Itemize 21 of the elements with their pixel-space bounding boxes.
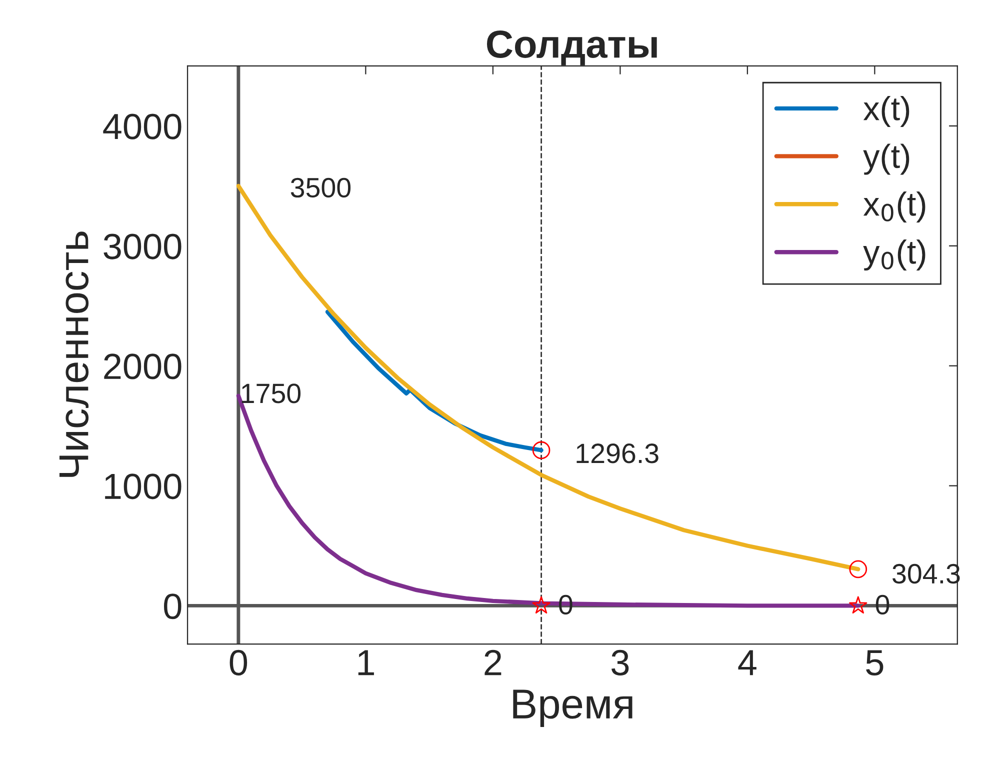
legend-label: y(t) xyxy=(863,144,910,175)
legend-label: x(t) xyxy=(863,96,910,128)
x-tick-label: 2 xyxy=(484,650,502,676)
y-tick-label: 1000 xyxy=(105,474,182,500)
x-tick-label: 1 xyxy=(358,650,374,676)
x-tick-label: 4 xyxy=(738,650,756,676)
y-tick-label: 3000 xyxy=(104,234,182,260)
x-tick-label: 0 xyxy=(230,650,248,676)
x-tick-label: 3 xyxy=(612,650,629,676)
x-axis-title: Время xyxy=(513,690,632,727)
y-tick-label: 2000 xyxy=(104,354,182,380)
annotation: 3500 xyxy=(290,178,351,198)
y-axis-title: Численность xyxy=(59,232,89,477)
y-tick-label: 4000 xyxy=(103,114,182,140)
annotation: 1750 xyxy=(242,384,301,404)
chart-title: Солдаты xyxy=(486,30,657,66)
annotation: 1296.3 xyxy=(576,444,658,464)
legend-label: x$_{0}$(t) xyxy=(863,191,926,222)
y-tick-label: 0 xyxy=(164,594,182,620)
legend-label: y$_{0}$(t) xyxy=(863,239,926,271)
x-tick-label: 5 xyxy=(866,650,884,676)
